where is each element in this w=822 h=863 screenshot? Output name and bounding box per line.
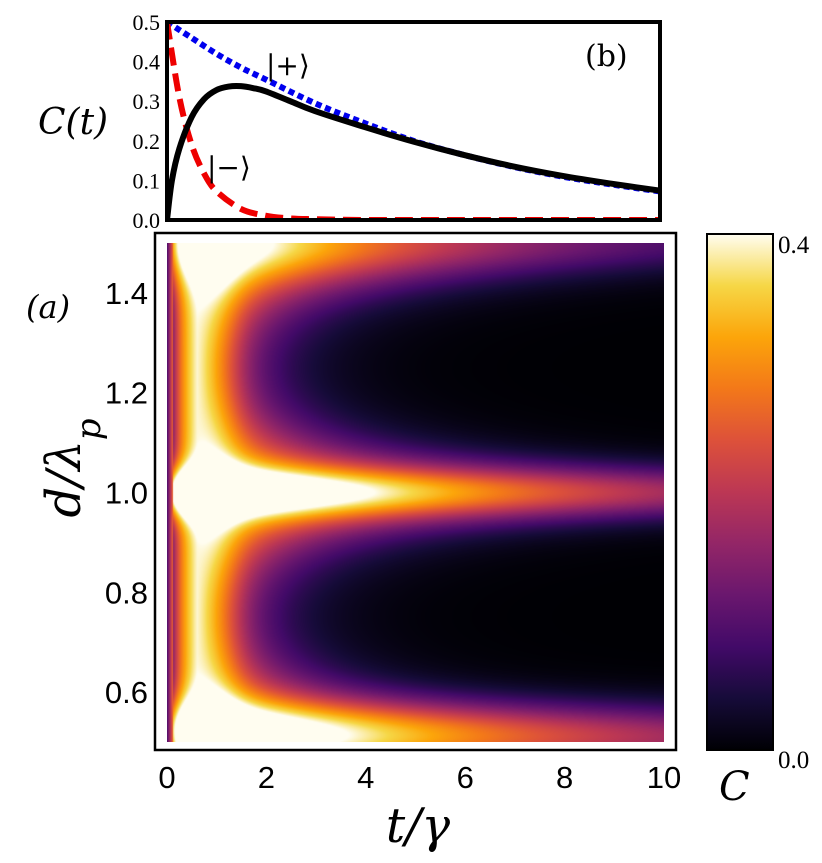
panel-a-ytick-label: 1.4 — [105, 276, 148, 311]
panel-b-series — [167, 22, 660, 220]
series-concurrence-line — [167, 82, 660, 220]
panel-b-y-ticks: 0.0 0.1 0.2 0.3 0.4 0.5 — [133, 10, 161, 233]
series-plus-line — [167, 22, 660, 195]
colorbar-frame — [706, 233, 774, 751]
heatmap-canvas — [167, 243, 664, 742]
panel-a-label: (a) — [26, 288, 70, 326]
series-minus-line — [167, 22, 660, 220]
panel-a-ytick-label: 1.2 — [105, 376, 148, 411]
colorbar-gradient — [707, 234, 773, 750]
panel-a-x-ticks: 0 2 4 6 8 10 — [158, 760, 681, 795]
panel-b-frame — [165, 20, 662, 222]
colorbar: 0.4 0.0 C — [706, 232, 810, 810]
panel-a-xtick-label: 0 — [158, 760, 175, 795]
panel-a-xtick-label: 2 — [258, 760, 275, 795]
panel-a-xtick-label: 4 — [357, 760, 374, 795]
panel-b-ytick-label: 0.5 — [133, 10, 161, 35]
panel-b-ytick-label: 0.0 — [133, 208, 161, 233]
panel-a-y-ticks: 0.6 0.8 1.0 1.2 1.4 — [105, 276, 148, 710]
panel-a-xtick-label: 10 — [647, 760, 681, 795]
panel-a-xtick-label: 6 — [457, 760, 474, 795]
panel-a-ytick-label: 1.0 — [105, 476, 148, 511]
colorbar-tick-min: 0.0 — [778, 747, 809, 774]
panel-b-ylabel: C(t) — [38, 102, 108, 143]
panel-a-ytick-label: 0.8 — [105, 575, 148, 610]
panel-b-label: (b) — [585, 39, 628, 74]
colorbar-tick-max: 0.4 — [778, 232, 810, 259]
minus-state-annotation: |−⟩ — [207, 151, 251, 184]
panel-b-ytick-label: 0.4 — [133, 50, 161, 75]
panel-a-xlabel: t/γ — [386, 798, 450, 854]
panel-a: 0.6 0.8 1.0 1.2 1.4 0 2 4 6 8 10 (a) t/γ d/λp — [26, 231, 681, 854]
panel-b-ytick-label: 0.3 — [133, 89, 161, 114]
panel-a-xtick-label: 8 — [556, 760, 573, 795]
panel-a-ytick-label: 0.6 — [105, 675, 148, 710]
panel-b: 0.0 0.1 0.2 0.3 0.4 0.5 C(t) (b) |+⟩ |−⟩ — [38, 10, 662, 233]
panel-b-ytick-label: 0.2 — [133, 129, 161, 154]
colorbar-label: C — [719, 764, 750, 810]
panel-b-ytick-label: 0.1 — [133, 168, 161, 193]
panel-a-ylabel: d/λp — [36, 418, 109, 517]
plus-state-annotation: |+⟩ — [266, 49, 310, 82]
